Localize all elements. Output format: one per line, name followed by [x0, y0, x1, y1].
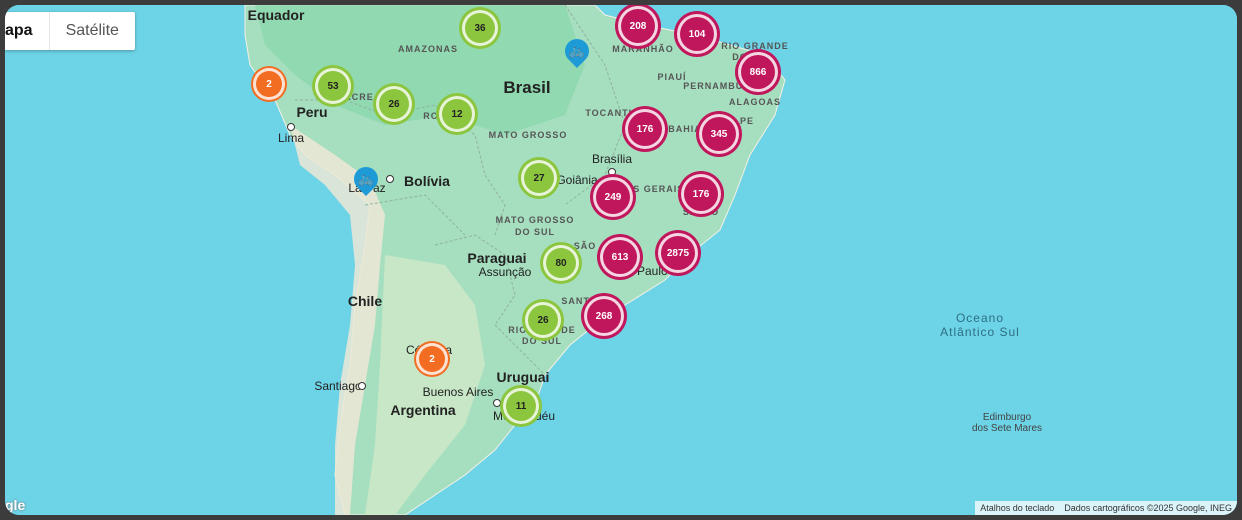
cluster-marker-613[interactable]: 613 [603, 240, 637, 274]
label-tocantins: TOCANTINS [585, 108, 647, 118]
borders [295, 5, 626, 376]
keyboard-shortcuts-link[interactable]: Atalhos do teclado [980, 503, 1055, 513]
label-brasilia: Brasília [591, 152, 633, 166]
cluster-marker-176-north[interactable]: 176 [628, 112, 662, 146]
label-buenos-aires: Buenos Aires [422, 385, 494, 399]
label-island-line2: dos Sete Mares [971, 423, 1043, 434]
label-alagoas: ALAGOAS [729, 97, 781, 107]
bicycle-icon: 🚲 [357, 171, 375, 186]
city-dot-buenos-aires [493, 399, 501, 407]
andes-desert [290, 125, 385, 515]
cluster-marker-26[interactable]: 26 [379, 89, 409, 119]
city-dot-santiago [358, 382, 366, 390]
cluster-marker-104[interactable]: 104 [680, 17, 714, 51]
label-sao: SÃO [573, 241, 597, 251]
cluster-marker-26-south[interactable]: 26 [528, 305, 558, 335]
cluster-marker-249[interactable]: 249 [596, 180, 630, 214]
label-santiago: Santiago [314, 379, 362, 393]
label-peru: Peru [296, 104, 328, 120]
cluster-marker-53[interactable]: 53 [318, 71, 348, 101]
cluster-marker-866[interactable]: 866 [741, 55, 775, 89]
label-island: Edimburgo dos Sete Mares [972, 412, 1042, 434]
bike-pin-la-paz[interactable]: 🚲 [349, 162, 383, 196]
label-ocean-line2: Atlântico Sul [940, 325, 1020, 339]
label-santa: SANTA [561, 296, 597, 306]
cluster-marker-345[interactable]: 345 [702, 117, 736, 151]
label-minas: AS GERAIS [625, 184, 685, 194]
cluster-marker-80[interactable]: 80 [546, 248, 576, 278]
label-brasil: Brasil [503, 78, 551, 97]
label-maranhao: MARANHÃO [612, 44, 674, 54]
label-rondonia: RO [423, 111, 439, 121]
map-type-map-button[interactable]: apa [5, 22, 33, 39]
label-rgn2: DO [732, 52, 748, 62]
cluster-marker-11[interactable]: 11 [506, 391, 536, 421]
cluster-marker-176-south[interactable]: 176 [684, 177, 718, 211]
cluster-marker-208[interactable]: 208 [621, 9, 655, 43]
label-bolivia: Bolívia [404, 173, 450, 189]
label-amazonas: AMAZONAS [398, 44, 458, 54]
label-goiania: Goiânia [556, 173, 598, 187]
label-ocean-line1: Oceano [955, 311, 1005, 325]
label-rgn: RIO GRANDE [721, 41, 789, 51]
label-uruguai: Uruguai [496, 369, 550, 385]
label-ms2: DO SUL [514, 227, 556, 237]
bicycle-icon: 🚲 [568, 43, 586, 58]
google-logo[interactable]: gle [5, 497, 26, 513]
cluster-marker-2-cordoba[interactable]: 2 [419, 346, 445, 372]
label-rio-sul2: DO SUL [521, 336, 563, 346]
label-ocean: Oceano Atlântico Sul [940, 311, 1020, 339]
cluster-marker-36[interactable]: 36 [465, 13, 495, 43]
argentina-dry [365, 255, 485, 515]
cluster-marker-27[interactable]: 27 [524, 163, 554, 193]
label-paraguai: Paraguai [467, 250, 527, 266]
map-type-control: apa Satélite [5, 12, 135, 50]
label-ms: MATO GROSSO [495, 215, 575, 225]
cluster-marker-2875[interactable]: 2875 [661, 236, 695, 270]
label-pernambuco: PERNAMBUCO [683, 81, 759, 91]
label-argentina: Argentina [390, 402, 456, 418]
map-data-attribution[interactable]: Dados cartográficos ©2025 Google, INEG [1064, 503, 1232, 513]
label-santo: SANTO [682, 207, 720, 217]
city-dot-brasilia [608, 168, 616, 176]
label-chile: Chile [347, 293, 383, 309]
bike-pin-para[interactable]: 🚲 [560, 34, 594, 68]
label-mato-grosso: MATO GROSSO [488, 130, 568, 140]
cluster-marker-268[interactable]: 268 [587, 299, 621, 333]
cluster-marker-2-peru[interactable]: 2 [256, 71, 282, 97]
cluster-marker-12[interactable]: 12 [442, 99, 472, 129]
amazon-green [255, 5, 585, 135]
label-sergipe: PE [739, 116, 755, 126]
attribution-bar: Atalhos do teclado Dados cartográficos ©… [975, 501, 1237, 515]
city-dot-lima [287, 123, 295, 131]
label-lima: Lima [277, 131, 305, 145]
label-acre: ACRE [344, 92, 374, 102]
label-piaui: PIAUÍ [657, 72, 687, 82]
label-equador: Equador [247, 7, 305, 23]
label-bahia: BAHIA [668, 124, 702, 134]
map-frame[interactable]: Equador AMAZONAS ACRE RO Brasil MARANHÃO… [5, 5, 1237, 515]
label-island-line1: Edimburgo [982, 412, 1032, 423]
label-assuncao: Assunção [478, 265, 532, 279]
map-type-satellite-button[interactable]: Satélite [48, 12, 135, 50]
city-dot-la-paz [386, 175, 394, 183]
